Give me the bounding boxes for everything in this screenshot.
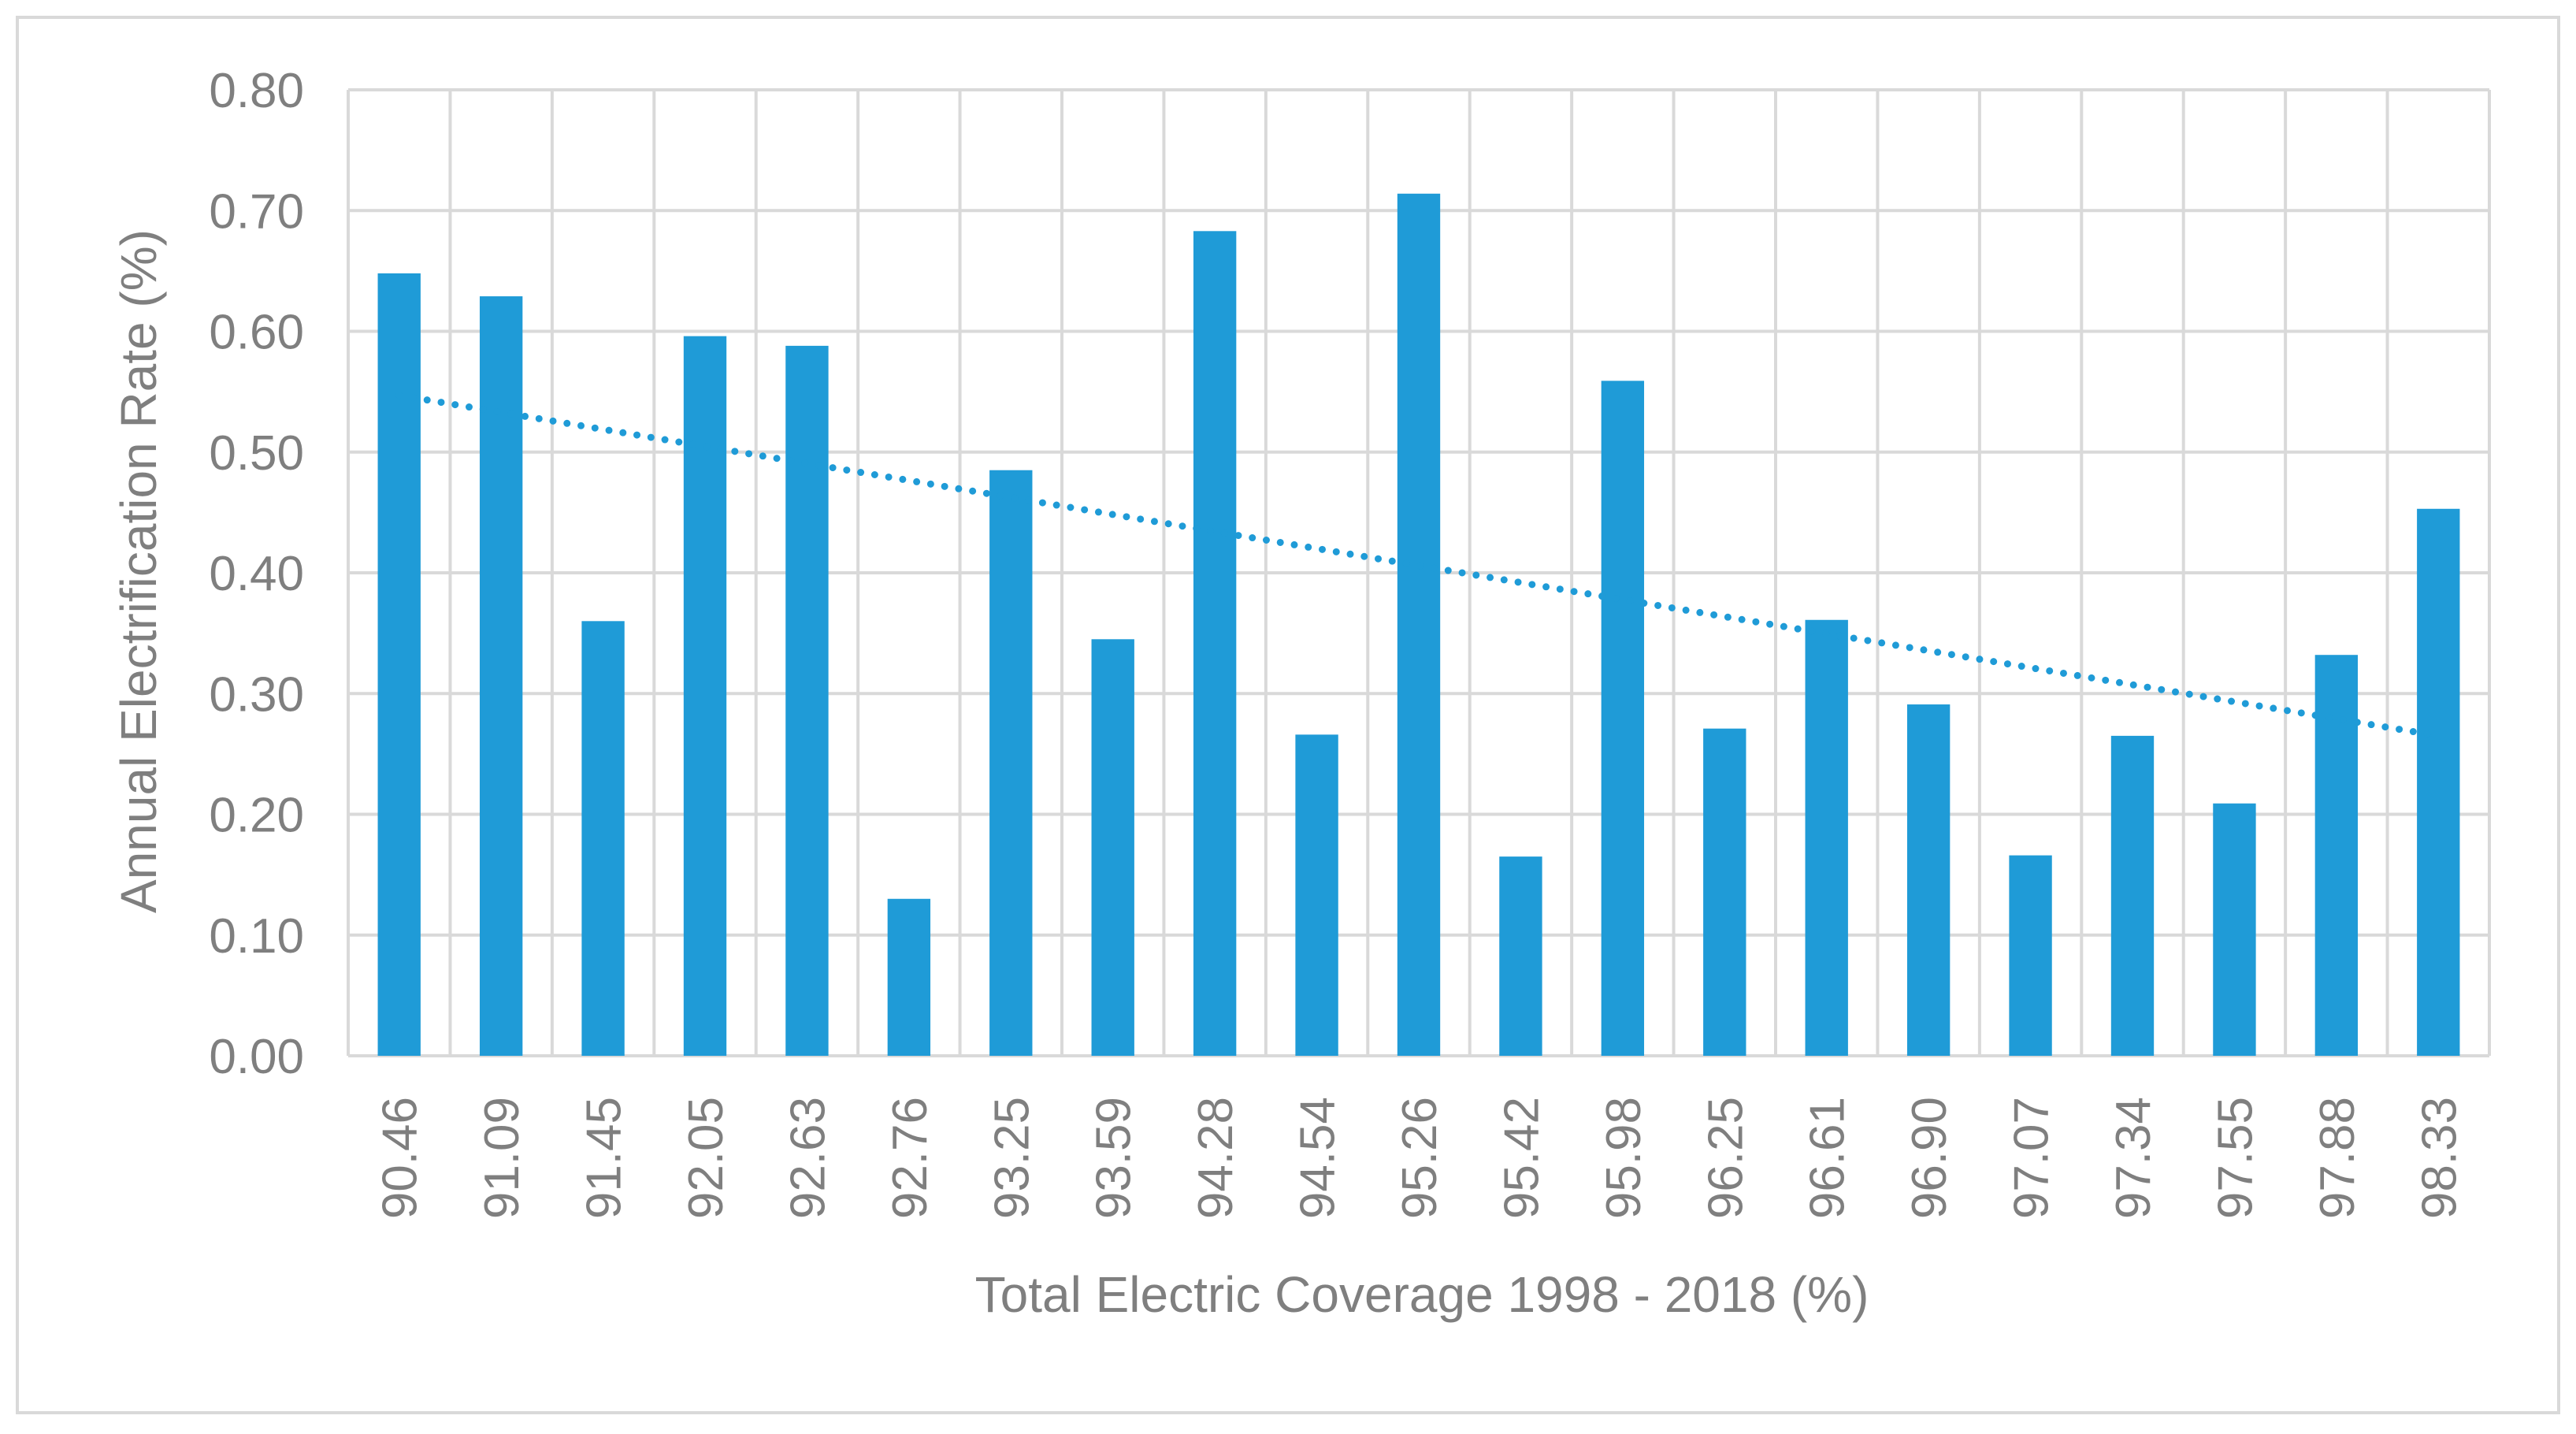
- bar-95.26: [1397, 193, 1441, 1056]
- x-tick-label: 97.34: [2106, 1097, 2161, 1219]
- y-tick-label: 0.40: [209, 547, 304, 601]
- x-tick-label: 93.59: [1087, 1097, 1141, 1219]
- y-tick-label: 0.80: [209, 64, 304, 118]
- y-tick-labels: 0.00 0.10 0.20 0.30 0.40 0.50 0.60 0.70 0.80: [209, 64, 304, 1084]
- x-tick-label: 91.09: [475, 1097, 529, 1219]
- bar-95.42: [1499, 856, 1542, 1056]
- x-tick-label: 96.25: [1698, 1097, 1753, 1219]
- x-tick-label: 97.55: [2208, 1097, 2262, 1219]
- x-tick-label: 92.05: [679, 1097, 733, 1219]
- x-tick-label: 95.26: [1393, 1097, 1447, 1219]
- x-tick-label: 95.98: [1597, 1097, 1651, 1219]
- bar-90.46: [377, 273, 421, 1056]
- x-tick-label: 90.46: [373, 1097, 428, 1219]
- bar-92.63: [785, 345, 829, 1056]
- bar-94.54: [1295, 734, 1338, 1056]
- x-tick-label: 96.90: [1902, 1097, 1957, 1219]
- bar-97.88: [2314, 655, 2359, 1056]
- y-tick-label: 0.50: [209, 426, 304, 481]
- y-tick-label: 0.70: [209, 184, 304, 239]
- y-axis-title: Annual Electrification Rate (%): [110, 229, 167, 913]
- x-tick-label: 97.07: [2005, 1097, 2059, 1219]
- chart-border: [16, 16, 2560, 1414]
- x-tick-label: 92.76: [883, 1097, 937, 1219]
- bar-93.25: [989, 470, 1033, 1056]
- x-tick-label: 91.45: [577, 1097, 632, 1219]
- x-tick-label: 95.42: [1494, 1097, 1549, 1219]
- bar-97.07: [2009, 855, 2052, 1056]
- x-tick-label: 97.88: [2311, 1097, 2365, 1219]
- x-tick-label: 93.25: [985, 1097, 1039, 1219]
- bar-91.45: [581, 621, 625, 1056]
- bar-98.33: [2417, 508, 2460, 1056]
- trendline: [395, 392, 2442, 740]
- bar-91.09: [479, 296, 523, 1056]
- x-tick-label: 94.28: [1189, 1097, 1243, 1219]
- y-tick-label: 0.00: [209, 1030, 304, 1084]
- trendline-layer: [395, 392, 2442, 740]
- bar-95.98: [1601, 381, 1645, 1056]
- bar-96.61: [1805, 619, 1848, 1056]
- y-tick-label: 0.10: [209, 909, 304, 964]
- x-tick-label: 98.33: [2412, 1097, 2467, 1219]
- bar-96.90: [1906, 704, 1951, 1056]
- bar-92.76: [887, 898, 931, 1056]
- bar-layer: [377, 193, 2460, 1056]
- x-tick-label: 96.61: [1801, 1097, 1855, 1219]
- y-tick-label: 0.20: [209, 789, 304, 843]
- bar-96.25: [1703, 728, 1746, 1056]
- x-tick-label: 94.54: [1291, 1097, 1346, 1219]
- y-tick-label: 0.60: [209, 306, 304, 360]
- bar-93.59: [1091, 639, 1134, 1056]
- x-axis-title: Total Electric Coverage 1998 - 2018 (%): [975, 1266, 1869, 1323]
- x-tick-label: 92.63: [781, 1097, 835, 1219]
- bar-94.28: [1193, 231, 1237, 1056]
- bar-97.55: [2213, 803, 2256, 1056]
- bar-92.05: [683, 336, 727, 1056]
- bar-97.34: [2110, 735, 2155, 1056]
- x-tick-labels: 90.46 91.09 91.45 92.05 92.63 92.76 93.25 93.59…: [373, 1097, 2467, 1219]
- y-tick-label: 0.30: [209, 667, 304, 722]
